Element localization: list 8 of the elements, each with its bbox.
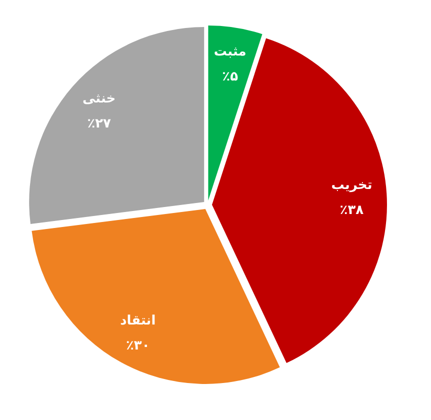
slice-label: مثبت xyxy=(214,44,246,60)
slice-label: تخریب xyxy=(331,178,372,193)
data-label: ٪۲۷ xyxy=(87,116,112,132)
slice-label: انتقاد xyxy=(120,314,156,329)
slice-label: خنثی xyxy=(82,91,116,106)
data-label: ٪۳۸ xyxy=(340,202,364,218)
data-label: ٪۳۰ xyxy=(126,338,150,354)
data-label: ٪۵ xyxy=(222,69,238,84)
